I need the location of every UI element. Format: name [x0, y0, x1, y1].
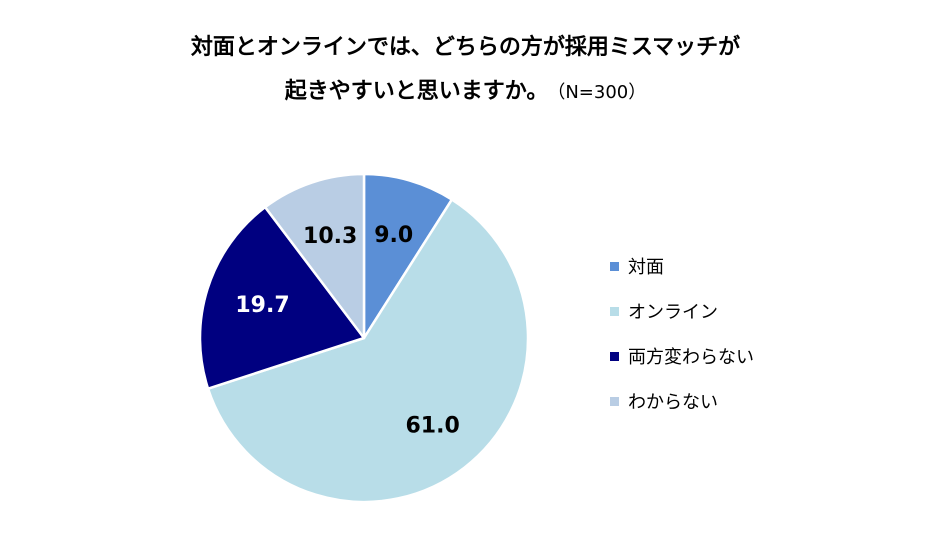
chart-title-line-1: 対面とオンラインでは、どちらの方が採用ミスマッチが — [190, 35, 741, 60]
pie-labels: 9.0 61.0 19.7 10.3 — [235, 223, 459, 439]
chart-title-line-2-text: 起きやすいと思いますか。 — [284, 79, 549, 104]
pie-slice-3 — [263, 172, 366, 340]
chart-title-line-2: 起きやすいと思いますか。 （N=300） — [0, 70, 931, 115]
pie-slice-2 — [198, 205, 366, 390]
legend-swatch-1 — [610, 306, 619, 316]
legend-label-2: 両方変わらない — [628, 347, 754, 368]
chart-legend: 対面オンライン両方変わらない わからない — [610, 252, 754, 432]
legend-swatch-0 — [610, 261, 619, 271]
legend-item-0: 対面 — [610, 252, 754, 280]
legend-label-3: わからない — [628, 392, 718, 413]
pie-label-3: 10.3 — [303, 224, 357, 249]
pie-slice-1 — [206, 198, 530, 504]
legend-label-0: 対面 — [628, 257, 664, 278]
legend-swatch-2 — [610, 351, 619, 361]
pie-slices — [198, 172, 530, 504]
pie-label-0: 9.0 — [374, 223, 413, 248]
legend-swatch-3 — [610, 396, 619, 406]
legend-item-1: オンライン — [610, 297, 754, 325]
legend-item-3: わからない — [610, 387, 754, 415]
legend-label-1: オンライン — [628, 302, 718, 323]
pie-label-2: 19.7 — [235, 293, 289, 318]
legend-item-2: 両方変わらない — [610, 342, 754, 370]
chart-title: 対面とオンラインでは、どちらの方が採用ミスマッチが 起きやすいと思いますか。 （N… — [0, 26, 931, 115]
pie-label-1: 61.0 — [406, 413, 460, 438]
pie-slice-0 — [362, 172, 454, 340]
sample-size-label: （N=300） — [556, 82, 647, 103]
